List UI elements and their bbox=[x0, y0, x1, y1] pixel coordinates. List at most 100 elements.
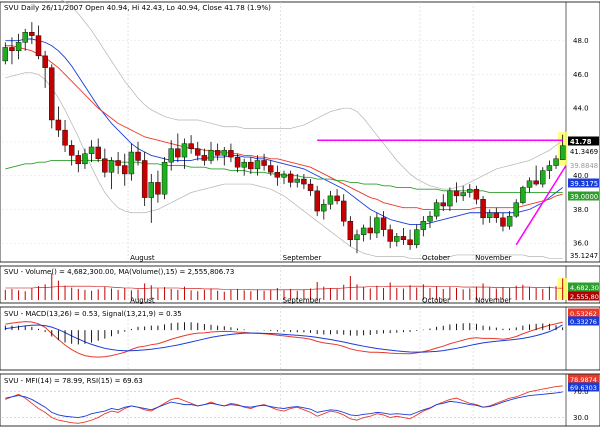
candle-down bbox=[268, 165, 274, 173]
candle-up bbox=[546, 165, 553, 171]
candle-up bbox=[513, 202, 519, 217]
price-month-label: November bbox=[475, 254, 512, 262]
price-tick-label: 36.0 bbox=[573, 240, 589, 248]
price-tag-label: 39.3175 bbox=[570, 180, 598, 188]
price-month-label: October bbox=[422, 254, 450, 262]
candle-down bbox=[175, 148, 181, 158]
candle-up bbox=[420, 220, 427, 230]
candle-up bbox=[2, 47, 9, 62]
volume-tag-label: 2,555,80 bbox=[570, 293, 599, 301]
upper-band-line bbox=[60, 0, 563, 190]
signal-line bbox=[5, 324, 563, 353]
candle-down bbox=[135, 151, 141, 161]
rsi-tag bbox=[568, 382, 599, 392]
candle-up bbox=[540, 170, 546, 185]
candle-down bbox=[234, 156, 241, 168]
candle-down bbox=[188, 143, 194, 149]
candle-up bbox=[168, 148, 174, 163]
price-tick-label: 38.0 bbox=[573, 206, 589, 214]
candle-down bbox=[473, 188, 480, 200]
price-tag-label: 35.1247 bbox=[570, 252, 598, 260]
candle-up bbox=[148, 182, 155, 198]
rsi-tag bbox=[568, 374, 599, 384]
price-tag-label: 41.78 bbox=[570, 138, 592, 146]
candle-up bbox=[360, 227, 367, 235]
candle-down bbox=[493, 212, 500, 219]
price-tag-label: 41.3469 bbox=[570, 148, 598, 156]
macd-tag bbox=[568, 316, 599, 326]
price-tag-label: 39.8848 bbox=[570, 162, 598, 170]
candle-up bbox=[241, 161, 247, 168]
price-tag bbox=[568, 160, 599, 170]
price-tick-label: 48.0 bbox=[573, 37, 589, 45]
candle-up bbox=[486, 212, 493, 219]
panel-frame bbox=[0, 373, 600, 427]
candle-down bbox=[9, 47, 15, 52]
candle-down bbox=[407, 239, 413, 246]
candle-down bbox=[201, 155, 208, 161]
candle-up bbox=[506, 215, 513, 227]
mfi-rsi-title: SVU - MFI(14) = 78.99, RSI(15) = 69.63 bbox=[4, 377, 143, 385]
candle-down bbox=[274, 172, 281, 178]
candle-up bbox=[526, 180, 533, 188]
candle-up bbox=[221, 150, 228, 156]
candle-down bbox=[400, 236, 407, 240]
candle-up bbox=[394, 236, 400, 242]
candle-up bbox=[254, 160, 261, 170]
candle-up bbox=[208, 150, 214, 161]
candle-up bbox=[281, 173, 287, 178]
panel-frame bbox=[0, 265, 600, 304]
candle-down bbox=[453, 190, 460, 197]
price-tag-label: 39.0000 bbox=[570, 193, 598, 201]
candle-down bbox=[42, 55, 48, 68]
volume-tag-label: 4,682,30 bbox=[570, 284, 599, 292]
candle-down bbox=[347, 220, 354, 240]
candle-down bbox=[261, 160, 267, 166]
panel-frame bbox=[0, 1, 600, 263]
ma-50-line bbox=[5, 45, 563, 210]
price-tick-label: 46.0 bbox=[573, 71, 589, 79]
candle-up bbox=[181, 143, 188, 158]
candle-up bbox=[559, 145, 566, 160]
candle-up bbox=[460, 192, 466, 197]
candle-down bbox=[62, 129, 68, 146]
candle-down bbox=[301, 178, 307, 185]
price-tick-label: 40.0 bbox=[573, 172, 589, 180]
candle-down bbox=[287, 173, 294, 183]
volume-tag bbox=[568, 282, 599, 292]
candle-up bbox=[294, 178, 300, 183]
volume-month-label: October bbox=[422, 297, 450, 305]
candle-up bbox=[447, 190, 453, 207]
candle-down bbox=[380, 217, 387, 230]
candle-up bbox=[88, 146, 95, 154]
lower-band-line bbox=[5, 72, 563, 259]
candle-up bbox=[374, 217, 380, 234]
candle-down bbox=[195, 148, 201, 156]
candle-down bbox=[387, 229, 393, 242]
candle-up bbox=[327, 195, 334, 205]
price-tag bbox=[568, 136, 599, 146]
price-tick-label: 44.0 bbox=[573, 105, 589, 113]
candle-down bbox=[35, 35, 42, 57]
candle-down bbox=[248, 161, 254, 170]
price-title: SVU Daily 26/11/2007 Open 40.94, Hi 42.4… bbox=[4, 3, 271, 12]
rsi-tag-label: 69.6303 bbox=[570, 384, 597, 392]
candle-up bbox=[427, 215, 433, 222]
candle-down bbox=[500, 217, 506, 227]
volume-month-label: September bbox=[283, 297, 322, 305]
candle-down bbox=[29, 32, 35, 36]
candle-down bbox=[141, 160, 148, 198]
volume-month-label: August bbox=[130, 297, 155, 305]
macd-title: SVU - MACD(13,26) = 0.53, Signal(13,21,9… bbox=[4, 310, 182, 318]
price-tag bbox=[568, 146, 599, 156]
candle-up bbox=[433, 202, 440, 217]
rsi-tag-label: 78.9874 bbox=[570, 376, 597, 384]
candle-down bbox=[95, 146, 101, 159]
candle-up bbox=[467, 188, 473, 193]
candle-down bbox=[334, 195, 340, 202]
candle-up bbox=[553, 158, 559, 166]
candle-down bbox=[49, 67, 55, 121]
candle-down bbox=[228, 150, 234, 158]
macd-line bbox=[5, 321, 563, 358]
